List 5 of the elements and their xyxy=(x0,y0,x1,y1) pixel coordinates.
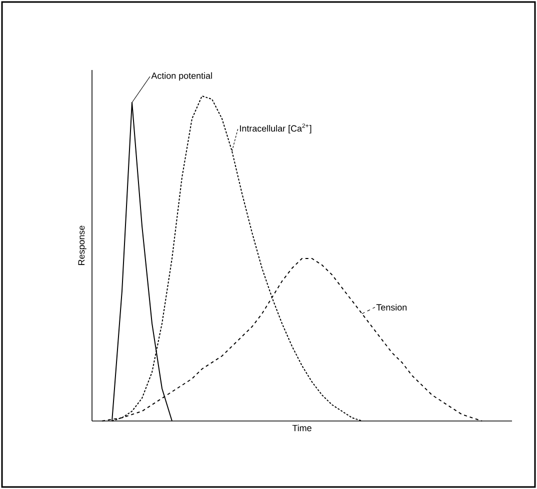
series-label: Intracellular [Ca$^{2+}$] xyxy=(240,124,312,134)
y-axis-title: Response xyxy=(78,226,86,265)
legend-label: Tension xyxy=(376,304,407,311)
x-axis-title: Time xyxy=(292,424,312,432)
text: Action potential xyxy=(151,72,212,81)
